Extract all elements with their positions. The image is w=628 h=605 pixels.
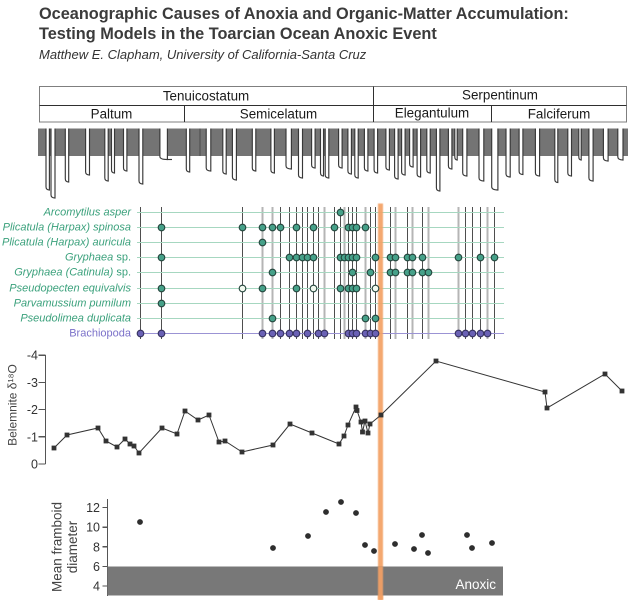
svg-text:Parvamussium pumilum: Parvamussium pumilum [14,298,131,310]
svg-text:Matthew E. Clapham, University: Matthew E. Clapham, University of Califo… [39,47,367,62]
svg-text:Falciferum: Falciferum [528,107,591,122]
svg-text:0: 0 [31,458,38,472]
svg-text:12: 12 [86,501,100,515]
svg-text:Plicatula (Harpax) spinosa: Plicatula (Harpax) spinosa [3,222,131,234]
svg-text:Gryphaea (Catinula) sp.: Gryphaea (Catinula) sp. [14,267,131,279]
svg-text:6: 6 [93,560,100,574]
svg-text:Anoxic: Anoxic [455,577,496,592]
svg-text:4: 4 [93,580,100,594]
svg-text:Belemnite δ¹⁸O: Belemnite δ¹⁸O [6,364,20,446]
svg-text:Arcomytilus asper: Arcomytilus asper [43,207,133,219]
svg-text:Tenuicostatum: Tenuicostatum [163,89,249,104]
svg-text:-1: -1 [27,430,38,444]
svg-text:8: 8 [93,540,100,554]
svg-text:Serpentinum: Serpentinum [462,88,538,103]
svg-text:Paltum: Paltum [91,107,133,122]
svg-text:diameter: diameter [65,520,80,573]
svg-text:Pseudolimea duplicata: Pseudolimea duplicata [20,313,131,325]
svg-text:Elegantulum: Elegantulum [395,106,469,121]
svg-text:-4: -4 [27,349,38,363]
svg-text:-3: -3 [27,376,38,390]
svg-text:Pseudopecten equivalvis: Pseudopecten equivalvis [9,283,131,295]
svg-text:Semicelatum: Semicelatum [240,107,317,122]
svg-text:-2: -2 [27,403,38,417]
svg-text:Brachiopoda: Brachiopoda [69,328,132,340]
svg-text:Plicatula (Harpax) auricula: Plicatula (Harpax) auricula [2,237,131,249]
svg-text:Oceanographic Causes of Anoxia: Oceanographic Causes of Anoxia and Organ… [39,5,569,23]
svg-text:Gryphaea sp.: Gryphaea sp. [65,252,131,264]
svg-text:10: 10 [86,521,100,535]
svg-text:Mean framboid: Mean framboid [50,502,65,592]
svg-text:Testing Models in the Toarcian: Testing Models in the Toarcian Ocean Ano… [39,25,437,43]
